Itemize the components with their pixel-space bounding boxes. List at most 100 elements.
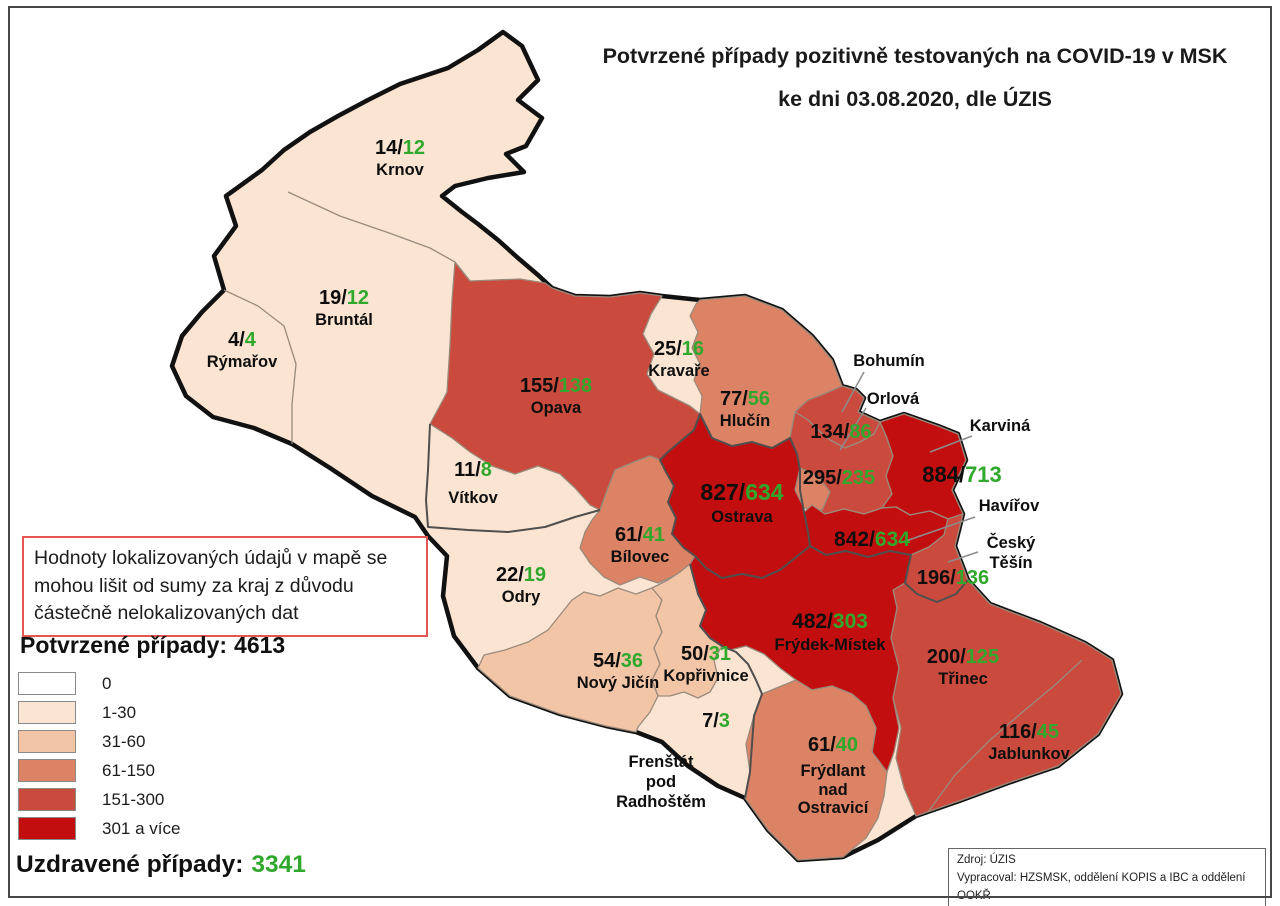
- recovered-count: 40: [835, 734, 859, 756]
- confirmed-count: 482: [792, 610, 828, 633]
- region-name: Rýmařov: [206, 353, 278, 372]
- case-counts: 827/634: [700, 479, 783, 506]
- region-shape-frydlant: [744, 679, 888, 861]
- confirmed-count: 7: [702, 710, 714, 732]
- callout-name-havirov: Havířov: [978, 497, 1040, 515]
- confirmed-count: 155: [519, 375, 554, 397]
- region-label-frydek-mistek: 482/303 Frýdek-Místek: [775, 610, 886, 654]
- boundary-okres-novy-jicin-fm: [689, 563, 763, 799]
- region-name: Frýdlant nad Ostravicí: [797, 762, 869, 818]
- case-counts: 50/31: [663, 643, 748, 665]
- count-separator: /: [827, 610, 833, 633]
- recovered-count: 36: [620, 650, 644, 672]
- boundary-okres-ostrava: [659, 413, 811, 579]
- case-counts: 200/125: [927, 646, 999, 668]
- boundary-okres-bruntal-opava: [425, 423, 601, 533]
- region-label-karvina-counts: 884/713: [922, 462, 1002, 488]
- source-box: Zdroj: ÚZIS Vypracoval: HZSMSK, oddělení…: [948, 848, 1266, 906]
- region-label-koprivnice: 50/31 Kopřivnice: [663, 643, 748, 686]
- recovered-count: 12: [346, 287, 370, 309]
- legend-swatch-3: [18, 759, 76, 782]
- recovered-count: 16: [681, 338, 705, 360]
- recovered-count: 4: [244, 329, 256, 351]
- boundary-bruntal-rymarov: [223, 289, 297, 444]
- region-name: Kopřivnice: [663, 667, 749, 686]
- case-counts: 116/45: [988, 721, 1070, 743]
- region-label-bohumin-counts: 134/86: [810, 421, 871, 443]
- source-line-1: Zdroj: ÚZIS: [957, 854, 1016, 866]
- disclaimer-note: Hodnoty lokalizovaných údajů v mapě se m…: [22, 536, 428, 638]
- count-separator: /: [475, 459, 481, 481]
- title-line-2: ke dni 03.08.2020, dle ÚZIS: [778, 87, 1052, 111]
- case-counts: 7/3: [702, 710, 730, 732]
- legend-label-2: 31-60: [102, 731, 146, 751]
- count-separator: /: [518, 564, 524, 586]
- confirmed-total-value: 4613: [234, 632, 286, 658]
- recovered-count: 8: [480, 459, 492, 481]
- case-counts: 61/40: [798, 734, 869, 756]
- recovered-count: 138: [558, 375, 593, 397]
- case-counts: 295/235: [803, 467, 875, 489]
- region-name: Vítkov: [448, 489, 498, 508]
- count-separator: /: [830, 734, 836, 756]
- legend-swatch-0: [18, 672, 76, 695]
- confirmed-count: 884: [922, 462, 959, 487]
- region-label-jablunkov: 116/45 Jablunkov: [988, 721, 1070, 764]
- confirmed-count: 116: [998, 721, 1032, 743]
- region-label-ostrava: 827/634 Ostrava: [700, 479, 783, 526]
- legend-swatch-5: [18, 817, 76, 840]
- region-label-orlova-counts: 295/235: [803, 467, 875, 489]
- legend-swatch-4: [18, 788, 76, 811]
- legend-row: 61-150: [18, 759, 180, 782]
- region-label-hlucin: 77/56 Hlučín: [720, 388, 770, 431]
- confirmed-total-label: Potvrzené případy:: [20, 632, 228, 658]
- leader-line-orlova: [839, 407, 867, 451]
- confirmed-count: 842: [834, 528, 870, 551]
- case-counts: 884/713: [922, 462, 1002, 488]
- recovered-count: 31: [708, 643, 732, 665]
- case-counts: 61/41: [611, 524, 670, 546]
- boundary-krnov-bruntal: [287, 191, 471, 282]
- case-counts: 134/86: [810, 421, 871, 443]
- region-name: Ostrava: [711, 507, 773, 526]
- count-separator: /: [553, 375, 559, 397]
- region-name: Kravaře: [648, 362, 710, 381]
- count-separator: /: [397, 137, 403, 159]
- boundary-okres-karvina: [809, 545, 969, 603]
- legend-label-1: 1-30: [102, 702, 137, 722]
- region-label-kravare: 25/16 Kravaře: [648, 338, 709, 381]
- region-label-bilovec: 61/41 Bílovec: [611, 524, 670, 567]
- legend-row: 31-60: [18, 730, 180, 753]
- case-counts: 4/4: [207, 329, 278, 351]
- legend-row: 151-300: [18, 788, 180, 811]
- region-name: Nový Jičín: [576, 674, 660, 693]
- count-separator: /: [239, 329, 245, 351]
- case-counts: 196/136: [917, 567, 989, 589]
- recovered-count: 19: [523, 564, 547, 586]
- region-name: Odry: [501, 588, 541, 607]
- callout-name-cesky-tesin: Český Těšín: [986, 534, 1036, 572]
- count-separator: /: [836, 467, 842, 489]
- confirmed-count: 134: [810, 421, 844, 443]
- region-label-rymarov: 4/4 Rýmařov: [207, 329, 278, 372]
- confirmed-count: 25: [653, 338, 677, 360]
- region-label-krnov: 14/12 Krnov: [375, 137, 425, 180]
- legend-swatch-1: [18, 701, 76, 724]
- recovered-count: 3: [718, 710, 730, 732]
- region-name: Krnov: [376, 161, 424, 180]
- count-separator: /: [742, 388, 748, 410]
- recovered-total-value: 3341: [251, 851, 306, 878]
- region-label-odry: 22/19 Odry: [496, 564, 546, 607]
- legend-label-0: 0: [102, 673, 112, 693]
- recovered-total-label: Uzdravené případy:: [16, 851, 244, 878]
- region-label-havirov-counts: 842/634: [834, 528, 910, 552]
- confirmed-count: 22: [495, 564, 519, 586]
- confirmed-count: 295: [802, 467, 837, 489]
- legend-row: 301 a více: [18, 817, 180, 840]
- region-label-frydlant: 61/40 Frýdlant nad Ostravicí: [798, 734, 869, 818]
- legend-row: 0: [18, 672, 180, 695]
- recovered-count: 713: [965, 462, 1002, 487]
- count-separator: /: [960, 646, 966, 668]
- callout-name-orlova: Orlová: [866, 390, 920, 408]
